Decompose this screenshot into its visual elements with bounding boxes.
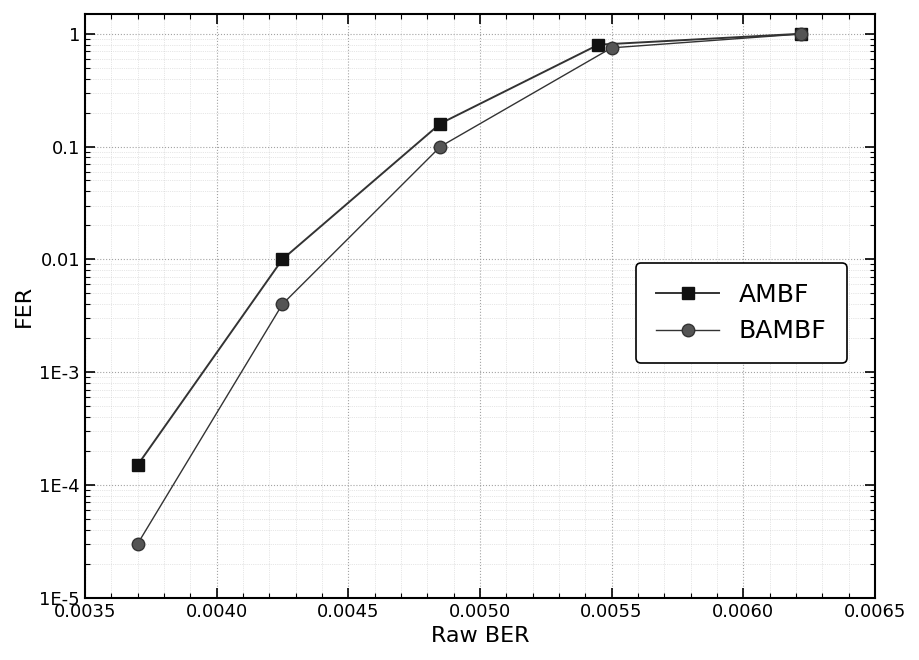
- X-axis label: Raw BER: Raw BER: [430, 626, 528, 646]
- Line: AMBF: AMBF: [131, 28, 807, 471]
- AMBF: [795, 30, 806, 38]
- BAMBF: [435, 143, 446, 150]
- BAMBF: [132, 540, 143, 548]
- Line: BAMBF: BAMBF: [131, 28, 807, 550]
- BAMBF: [795, 30, 806, 38]
- Legend: AMBF, BAMBF: AMBF, BAMBF: [636, 263, 845, 364]
- AMBF: [132, 461, 143, 469]
- BAMBF: [277, 300, 288, 308]
- AMBF: [277, 255, 288, 263]
- AMBF: [435, 119, 446, 127]
- BAMBF: [606, 44, 617, 51]
- AMBF: [592, 41, 603, 49]
- Y-axis label: FER: FER: [14, 284, 34, 327]
